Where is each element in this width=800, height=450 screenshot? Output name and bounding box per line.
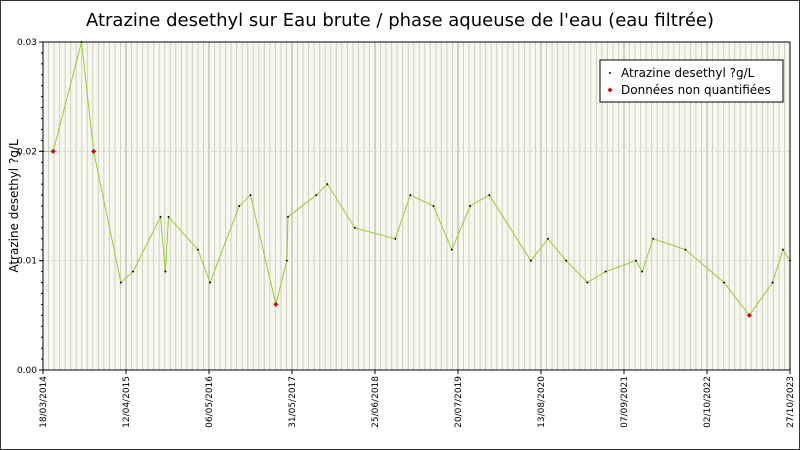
- data-point: [80, 40, 83, 44]
- data-point: [41, 150, 45, 153]
- legend-marker: [607, 87, 613, 93]
- chart-title: Atrazine desethyl sur Eau brute / phase …: [86, 10, 714, 31]
- legend-box: [599, 59, 784, 103]
- data-point: [529, 259, 532, 262]
- data-point: [468, 204, 472, 208]
- data-point: [249, 193, 252, 197]
- data-point: [546, 237, 550, 240]
- data-point: [285, 259, 289, 262]
- x-tick-label: 20/07/2019: [454, 376, 464, 428]
- y-tick-label: 0.00: [17, 366, 37, 376]
- data-point: [684, 248, 687, 251]
- legend-marker: [608, 71, 612, 75]
- x-tick-label: 18/03/2014: [39, 376, 49, 428]
- data-point: [50, 148, 56, 154]
- y-tick-label: 0.02: [17, 147, 37, 157]
- x-tick-label: 31/05/2017: [288, 376, 298, 428]
- legend-label: Atrazine desethyl ?g/L: [621, 66, 755, 80]
- data-point: [208, 281, 212, 284]
- data-point: [119, 281, 123, 284]
- data-point: [238, 204, 241, 208]
- data-point: [604, 270, 607, 273]
- data-point: [286, 215, 290, 219]
- plot-border: [42, 41, 791, 371]
- data-point: [488, 193, 491, 197]
- data-point: [788, 259, 792, 262]
- data-point: [326, 182, 329, 186]
- x-tick-label: 06/05/2016: [205, 376, 215, 428]
- data-point: [564, 259, 568, 262]
- x-tick-label: 25/06/2018: [371, 376, 381, 428]
- data-point: [159, 215, 162, 219]
- x-tick-label: 02/10/2022: [703, 376, 713, 428]
- data-point: [167, 215, 170, 219]
- x-tick-label: 27/10/2023: [786, 376, 796, 428]
- data-point: [91, 148, 97, 154]
- data-point: [586, 281, 589, 284]
- data-point: [450, 248, 454, 251]
- data-point: [131, 270, 135, 273]
- y-axis-label: Atrazine desethyl ?g/L: [7, 139, 21, 273]
- data-point: [196, 248, 200, 251]
- data-point: [771, 281, 774, 284]
- data-point: [353, 226, 356, 230]
- data-point: [781, 248, 785, 251]
- data-point: [273, 301, 279, 307]
- data-point: [634, 259, 638, 262]
- x-tick-label: 12/04/2015: [122, 376, 132, 428]
- data-point: [640, 270, 644, 273]
- data-point: [164, 270, 167, 273]
- y-tick-label: 0.03: [17, 38, 37, 48]
- x-tick-label: 07/09/2021: [620, 376, 630, 428]
- x-tick-label: 13/08/2020: [537, 376, 547, 428]
- data-point: [394, 237, 397, 240]
- data-point: [409, 193, 412, 197]
- data-point: [315, 193, 318, 197]
- data-point: [722, 281, 726, 284]
- data-point: [746, 312, 752, 318]
- y-tick-label: 0.01: [17, 257, 37, 267]
- data-point: [432, 204, 435, 208]
- legend-label: Données non quantifiées: [621, 83, 771, 97]
- data-point: [651, 237, 655, 240]
